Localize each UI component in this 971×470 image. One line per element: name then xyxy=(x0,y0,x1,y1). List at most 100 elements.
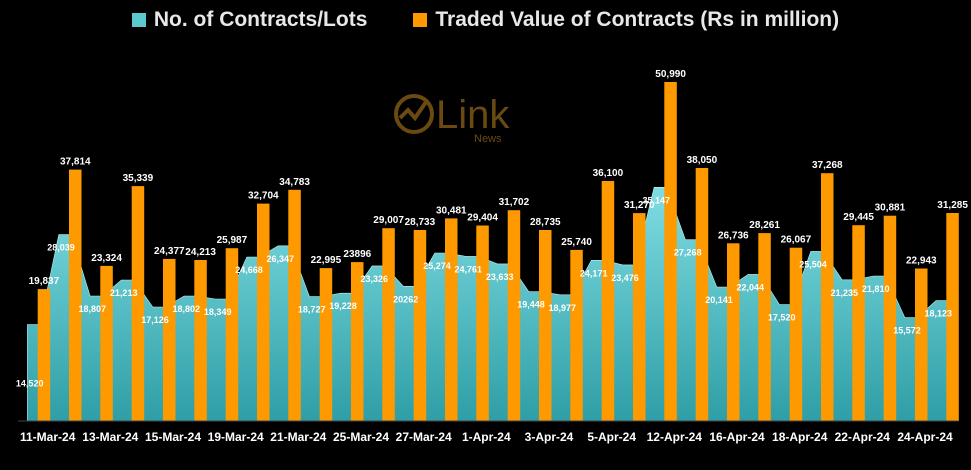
contracts-label-9: 18,727 xyxy=(298,305,326,315)
traded-value-bar-11 xyxy=(382,228,395,421)
traded-value-bar-0 xyxy=(37,289,51,421)
traded-value-label-1: 37,814 xyxy=(60,157,91,168)
traded-value-label-28: 22,943 xyxy=(906,256,937,267)
traded-value-label-6: 25,987 xyxy=(217,235,248,246)
contracts-label-5: 18,802 xyxy=(173,304,201,314)
contracts-label-24: 17,520 xyxy=(768,313,796,323)
traded-value-label-0: 19,837 xyxy=(29,276,60,287)
contracts-label-10: 19,228 xyxy=(329,301,357,311)
traded-value-bar-17 xyxy=(570,249,583,421)
traded-value-bar-18 xyxy=(601,181,615,421)
traded-value-bar-10 xyxy=(351,262,364,421)
traded-value-label-19: 31,270 xyxy=(624,200,655,211)
traded-value-label-27: 30,881 xyxy=(875,203,906,214)
traded-value-bar-25 xyxy=(821,173,834,421)
traded-value-bar-3 xyxy=(131,186,145,421)
contracts-label-1: 28,039 xyxy=(47,243,75,253)
traded-value-bar-5 xyxy=(194,260,207,421)
traded-value-label-21: 38,050 xyxy=(687,155,718,166)
traded-value-label-16: 28,735 xyxy=(530,217,561,228)
traded-value-bar-7 xyxy=(257,203,270,421)
x-tick-label-2: 15-Mar-24 xyxy=(145,430,201,444)
contracts-label-16: 19,448 xyxy=(517,300,545,310)
contracts-label-20: 35,147 xyxy=(643,195,671,205)
traded-value-label-25: 37,268 xyxy=(812,160,843,171)
traded-value-bar-4 xyxy=(163,258,176,421)
traded-value-bar-24 xyxy=(789,247,803,421)
traded-value-label-10: 23896 xyxy=(343,249,371,260)
logo-text: Link xyxy=(436,93,510,137)
traded-value-bar-9 xyxy=(319,268,333,421)
traded-value-bar-23 xyxy=(758,233,771,421)
contracts-label-11: 23,326 xyxy=(361,274,389,284)
x-tick-label-5: 25-Mar-24 xyxy=(333,430,389,444)
traded-value-label-8: 34,783 xyxy=(279,177,310,188)
contracts-label-15: 23,633 xyxy=(486,272,514,282)
traded-value-bar-28 xyxy=(915,268,928,421)
traded-value-bar-26 xyxy=(852,225,865,421)
contracts-label-13: 25,274 xyxy=(423,261,451,271)
traded-value-label-7: 32,704 xyxy=(248,191,279,202)
contracts-label-2: 18,807 xyxy=(79,304,107,314)
x-tick-label-8: 3-Apr-24 xyxy=(525,430,574,444)
x-tick-label-0: 11-Mar-24 xyxy=(20,430,76,444)
traded-value-label-5: 24,213 xyxy=(185,247,216,258)
legend-item-contracts: No. of Contracts/Lots xyxy=(131,8,368,32)
legend-swatch-contracts xyxy=(131,13,146,27)
x-tick-label-3: 19-Mar-24 xyxy=(208,430,264,444)
contracts-label-21: 27,268 xyxy=(674,248,702,258)
traded-value-label-18: 36,100 xyxy=(593,168,624,179)
x-tick-label-14: 24-Apr-24 xyxy=(897,430,953,444)
traded-value-label-14: 29,404 xyxy=(467,213,498,224)
traded-value-bar-8 xyxy=(288,189,301,421)
contracts-label-12: 20262 xyxy=(393,294,418,304)
traded-value-label-12: 28,733 xyxy=(405,217,436,228)
logo-mark-icon xyxy=(394,94,434,134)
traded-value-label-9: 22,995 xyxy=(311,255,342,266)
traded-value-bar-29 xyxy=(946,213,959,421)
contracts-label-29: 18,123 xyxy=(925,309,953,319)
legend: No. of Contracts/Lots Traded Value of Co… xyxy=(0,8,971,32)
traded-value-label-4: 24,377 xyxy=(154,246,185,257)
link-news-logo: Link News xyxy=(394,93,510,145)
traded-value-label-24: 26,067 xyxy=(781,235,812,246)
contracts-label-6: 18,349 xyxy=(204,307,232,317)
legend-item-traded-value: Traded Value of Contracts (Rs in million… xyxy=(413,8,839,32)
traded-value-bar-22 xyxy=(727,243,740,421)
x-tick-label-7: 1-Apr-24 xyxy=(462,430,511,444)
traded-value-bar-14 xyxy=(476,225,489,421)
contracts-label-8: 26,347 xyxy=(267,254,295,264)
traded-value-label-13: 30,481 xyxy=(436,205,467,216)
traded-value-bar-20 xyxy=(664,82,677,421)
traded-value-label-26: 29,445 xyxy=(843,212,874,223)
contracts-label-3: 21,213 xyxy=(110,288,138,298)
x-tick-label-9: 5-Apr-24 xyxy=(587,430,636,444)
traded-value-bar-15 xyxy=(507,210,521,421)
traded-value-bar-19 xyxy=(633,213,646,421)
contracts-label-28: 15,572 xyxy=(893,326,921,336)
x-tick-label-6: 27-Mar-24 xyxy=(396,430,452,444)
x-tick-label-10: 12-Apr-24 xyxy=(647,430,703,444)
contracts-label-14: 24,761 xyxy=(455,264,483,274)
traded-value-label-15: 31,702 xyxy=(499,197,530,208)
traded-value-bar-21 xyxy=(695,168,709,421)
traded-value-bar-16 xyxy=(539,230,552,421)
x-tick-label-13: 22-Apr-24 xyxy=(835,430,891,444)
traded-value-label-20: 50,990 xyxy=(655,69,686,80)
contracts-label-23: 22,044 xyxy=(737,282,765,292)
contracts-label-7: 24,668 xyxy=(235,265,263,275)
traded-value-label-11: 29,007 xyxy=(373,215,404,226)
traded-value-bar-12 xyxy=(413,230,427,421)
traded-value-bar-2 xyxy=(100,265,113,421)
traded-value-label-3: 35,339 xyxy=(123,173,154,184)
traded-value-bar-6 xyxy=(225,248,239,421)
legend-label-contracts: No. of Contracts/Lots xyxy=(153,8,368,31)
traded-value-label-17: 25,740 xyxy=(561,237,592,248)
contracts-label-19: 23,476 xyxy=(611,273,639,283)
contracts-label-18: 24,171 xyxy=(580,268,608,278)
contracts-label-0: 14,520 xyxy=(16,379,44,389)
contracts-label-4: 17,126 xyxy=(141,315,169,325)
traded-value-bar-13 xyxy=(445,218,458,421)
